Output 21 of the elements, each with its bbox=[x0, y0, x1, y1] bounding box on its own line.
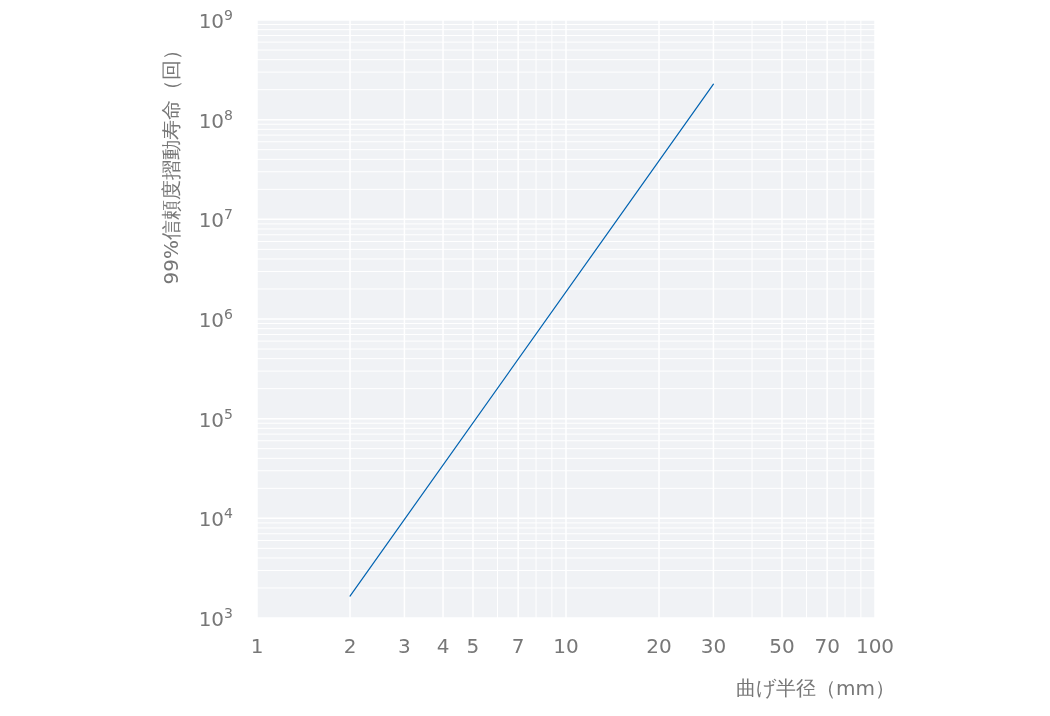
x-tick-label: 30 bbox=[700, 634, 727, 658]
y-axis-title: 99%信頼度摺動寿命（回） bbox=[159, 40, 183, 285]
x-tick-label: 4 bbox=[436, 634, 450, 658]
y-tick-label: 10$^{6}$ bbox=[198, 306, 234, 332]
x-axis-title: 曲げ半径（mm） bbox=[736, 676, 895, 700]
x-tick-label: 20 bbox=[646, 634, 672, 658]
x-tick-label: 70 bbox=[814, 634, 840, 658]
y-tick-label: 10$^{4}$ bbox=[198, 505, 234, 532]
x-tick-label: 50 bbox=[769, 634, 795, 658]
y-tick-label: 10$^{8}$ bbox=[198, 106, 233, 133]
y-tick-label: 10$^{5}$ bbox=[198, 405, 233, 432]
y-tick-label: 10$^{7}$ bbox=[198, 206, 233, 233]
y-tick-label: 10$^{9}$ bbox=[198, 7, 233, 33]
x-tick-label: 5 bbox=[466, 634, 480, 658]
x-tick-label: 7 bbox=[511, 634, 525, 658]
x-tick-label: 100 bbox=[855, 634, 895, 658]
y-tick-label: 10$^{3}$ bbox=[198, 605, 233, 631]
x-tick-label: 2 bbox=[343, 634, 357, 658]
x-tick-label: 3 bbox=[398, 634, 411, 658]
x-tick-label: 1 bbox=[250, 634, 264, 658]
x-tick-label: 10 bbox=[553, 634, 579, 658]
